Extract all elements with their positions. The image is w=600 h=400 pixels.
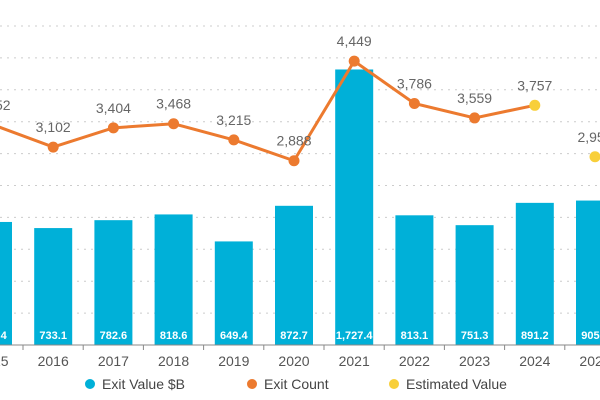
exit-count-path (0, 59, 536, 163)
bar-2023 (455, 225, 494, 345)
point-label-2022: 3,786 (397, 75, 432, 91)
bars: 771.4 733.1 782.6 818.6 649.4 872.7 1,727.4 813… (0, 69, 600, 345)
point-2022 (408, 97, 420, 109)
legend-exit-value-marker (85, 379, 95, 389)
point-2025 (589, 151, 600, 163)
legend: Exit Value $B Exit Count Estimated Value (85, 376, 507, 392)
legend-exit-count-marker (247, 379, 257, 389)
bar-2021 (335, 69, 374, 345)
point-label-2024: 3,757 (517, 77, 552, 93)
bar-label-2019: 649.4 (220, 330, 248, 342)
exit-count-line: 3,452 3,102 3,404 3,468 3,215 2,888 4,449 3,786… (0, 33, 600, 167)
x-tick-label-2016: 2016 (38, 353, 69, 369)
point-2023 (469, 112, 481, 124)
x-tick-label-2017: 2017 (98, 353, 129, 369)
bar-label-2025: 905.6 (581, 330, 600, 342)
bar-2017 (94, 220, 133, 345)
point-label-2020: 2,888 (276, 133, 311, 149)
bar-2022 (395, 215, 434, 345)
x-axis: 2015 2016 2017 2018 2019 2020 2021 2022 2023 2024… (0, 344, 600, 369)
point-label-2019: 3,215 (216, 112, 251, 128)
legend-exit-value: Exit Value $B (102, 376, 185, 392)
point-label-2021: 4,449 (337, 33, 372, 49)
x-tick-label-2021: 2021 (339, 353, 370, 369)
x-tick-label-2024: 2024 (519, 353, 550, 369)
point-label-2017: 3,404 (96, 100, 131, 116)
bar-2020 (275, 205, 313, 345)
x-tick-label-2015: 2015 (0, 353, 9, 369)
point-label-2025: 2,950 (577, 129, 600, 145)
bar-2025 (576, 200, 600, 345)
x-tick-label-2022: 2022 (399, 353, 430, 369)
bar-label-2024: 891.2 (521, 330, 549, 342)
point-2018 (168, 118, 180, 130)
x-tick-label-2020: 2020 (278, 353, 309, 369)
legend-estimated-value: Estimated Value (406, 376, 507, 392)
bar-label-2023: 751.3 (461, 330, 489, 342)
point-label-2016: 3,102 (36, 119, 71, 135)
x-tick-label-2025: 2025 (579, 353, 600, 369)
point-2024 (529, 99, 541, 111)
point-label-2018: 3,468 (156, 96, 191, 112)
bar-label-2022: 813.1 (401, 330, 429, 342)
bar-2015 (0, 221, 12, 345)
point-label-2023: 3,559 (457, 90, 492, 106)
bar-2019 (214, 241, 253, 345)
bar-2016 (34, 228, 73, 345)
point-2021 (348, 55, 360, 67)
bar-label-2015: 771.4 (0, 330, 8, 342)
point-label-2015: 3,452 (0, 97, 11, 113)
point-2016 (47, 141, 59, 153)
point-2017 (107, 122, 119, 134)
x-tick-label-2018: 2018 (158, 353, 189, 369)
x-tick-label-2019: 2019 (218, 353, 249, 369)
point-2020 (288, 155, 300, 167)
legend-exit-count: Exit Count (264, 376, 329, 392)
bar-2018 (154, 214, 193, 345)
point-2019 (228, 134, 240, 146)
bar-2024 (515, 202, 554, 345)
bar-label-2020: 872.7 (280, 330, 308, 342)
bar-label-2018: 818.6 (160, 330, 188, 342)
bar-label-2016: 733.1 (39, 330, 67, 342)
x-tick-label-2023: 2023 (459, 353, 490, 369)
bar-label-2021: 1,727.4 (336, 330, 374, 342)
bar-label-2017: 782.6 (100, 330, 128, 342)
legend-estimated-value-marker (389, 379, 399, 389)
